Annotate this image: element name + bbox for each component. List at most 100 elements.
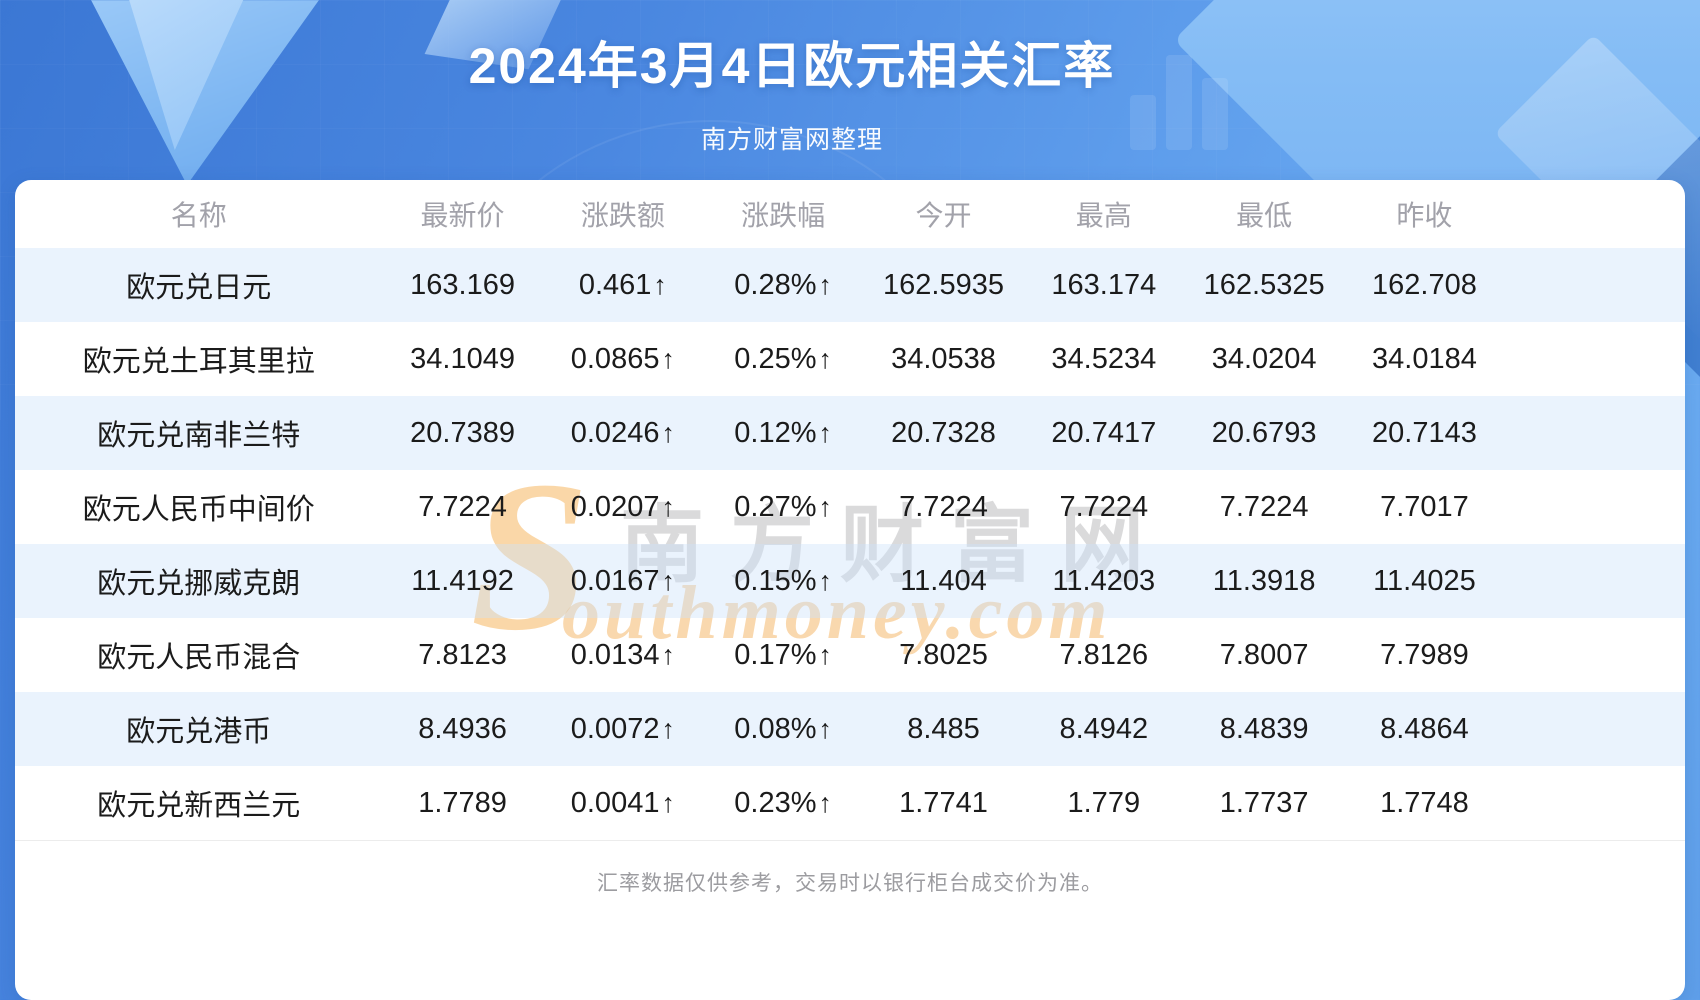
last-cell: 8.4936 [382,692,542,766]
pct-cell: 0.25%↑ [703,322,863,396]
name-cell: 欧元兑挪威克朗 [15,544,382,618]
row-spacer [1505,766,1685,840]
prev-value: 1.7748 [1380,786,1469,819]
name-value: 欧元人民币中间价 [82,494,315,526]
column-header: 昨收 [1396,200,1453,231]
change-cell: 0.0167↑ [543,544,703,618]
change-cell: 0.0865↑ [543,322,703,396]
prev-cell: 7.7017 [1344,470,1504,544]
up-arrow-icon: ↑ [661,491,675,522]
name-cell: 欧元人民币中间价 [15,470,382,544]
row-spacer [1505,470,1685,544]
pct-cell: 0.15%↑ [703,544,863,618]
open-cell: 162.5935 [863,248,1023,322]
name-value: 欧元兑新西兰元 [97,790,301,822]
table-row: 欧元兑挪威克朗 11.4192 0.0167↑ 0.15%↑ 11.404 11.4203… [15,544,1685,618]
high-value: 20.7417 [1051,416,1157,449]
row-spacer [1505,692,1685,766]
last-cell: 7.7224 [382,470,542,544]
row-spacer [1505,322,1685,396]
prev-value: 7.7989 [1380,638,1469,671]
low-value: 162.5325 [1203,268,1325,301]
high-cell: 8.4942 [1024,692,1184,766]
pct-cell: 0.12%↑ [703,396,863,470]
pct-cell: 0.27%↑ [703,470,863,544]
rates-table-body: 欧元兑日元 163.169 0.461↑ 0.28%↑ 162.5935 163.174 1… [15,248,1685,840]
column-header: 今开 [915,200,972,231]
high-value: 7.7224 [1059,490,1149,523]
change-value: 0.0167 [570,564,660,597]
low-cell: 20.6793 [1184,396,1344,470]
table-header-row: 名称 最新价 涨跌额 涨跌幅 今开 最高 最低 昨收 [15,180,1685,248]
prev-cell: 162.708 [1344,248,1504,322]
up-arrow-icon: ↑ [661,787,675,818]
pct-cell: 0.28%↑ [703,248,863,322]
open-cell: 8.485 [863,692,1023,766]
name-value: 欧元兑土耳其里拉 [82,346,315,378]
row-spacer [1505,544,1685,618]
high-cell: 7.8126 [1024,618,1184,692]
up-arrow-icon: ↑ [818,417,833,448]
up-arrow-icon: ↑ [661,713,675,744]
column-header: 涨跌额 [580,200,665,231]
last-value: 11.4192 [411,564,514,597]
table-row: 欧元人民币中间价 7.7224 0.0207↑ 0.27%↑ 7.7224 7.7224 7… [15,470,1685,544]
high-value: 11.4203 [1052,564,1156,597]
up-arrow-icon: ↑ [818,713,833,744]
table-row: 欧元兑南非兰特 20.7389 0.0246↑ 0.12%↑ 20.7328 20.741… [15,396,1685,470]
prev-value: 7.7017 [1380,490,1469,523]
up-arrow-icon: ↑ [661,639,675,670]
change-value: 0.0865 [570,342,660,375]
pct-value: 0.28% [734,268,817,301]
up-arrow-icon: ↑ [653,269,667,300]
last-cell: 163.169 [382,248,542,322]
pct-value: 0.27% [734,490,817,523]
low-cell: 1.7737 [1184,766,1344,840]
high-cell: 1.779 [1024,766,1184,840]
open-value: 34.0538 [891,342,996,375]
page-title: 2024年3月4日欧元相关汇率 [468,38,1116,94]
open-value: 7.8025 [899,638,988,671]
last-value: 163.169 [410,268,515,301]
prev-cell: 7.7989 [1344,618,1504,692]
change-value: 0.0072 [570,712,660,745]
last-value: 7.7224 [418,490,507,523]
prev-cell: 8.4864 [1344,692,1504,766]
name-cell: 欧元兑南非兰特 [15,396,382,470]
last-cell: 7.8123 [382,618,542,692]
last-value: 20.7389 [410,416,515,449]
pct-value: 0.23% [734,786,817,819]
high-cell: 20.7417 [1024,396,1184,470]
open-value: 11.404 [900,564,987,597]
low-value: 20.6793 [1211,416,1317,449]
change-value: 0.461 [578,268,652,301]
name-cell: 欧元兑新西兰元 [15,766,382,840]
up-arrow-icon: ↑ [818,491,833,522]
pct-cell: 0.17%↑ [703,618,863,692]
low-value: 7.8007 [1219,638,1309,671]
change-cell: 0.461↑ [543,248,703,322]
change-value: 0.0041 [570,786,660,819]
low-value: 7.7224 [1219,490,1309,523]
up-arrow-icon: ↑ [661,565,675,596]
bar-chart-icon [1130,55,1250,165]
prev-cell: 11.4025 [1344,544,1504,618]
rates-card: S 南方财富网 outhmoney.com 名称 最新价 涨跌额 涨跌幅 今开 最高 最低昨… [15,180,1685,1000]
pct-value: 0.15% [734,564,817,597]
low-cell: 34.0204 [1184,322,1344,396]
last-cell: 20.7389 [382,396,542,470]
high-cell: 11.4203 [1024,544,1184,618]
row-spacer [1505,396,1685,470]
low-cell: 162.5325 [1184,248,1344,322]
name-cell: 欧元兑港币 [15,692,382,766]
up-arrow-icon: ↑ [818,639,833,670]
prev-cell: 34.0184 [1344,322,1504,396]
table-row: 欧元兑日元 163.169 0.461↑ 0.28%↑ 162.5935 163.174 1… [15,248,1685,322]
last-value: 8.4936 [418,712,507,745]
high-value: 1.779 [1067,786,1141,819]
high-cell: 34.5234 [1024,322,1184,396]
up-arrow-icon: ↑ [661,343,675,374]
last-cell: 11.4192 [382,544,542,618]
pct-value: 0.17% [734,638,817,671]
up-arrow-icon: ↑ [661,417,675,448]
